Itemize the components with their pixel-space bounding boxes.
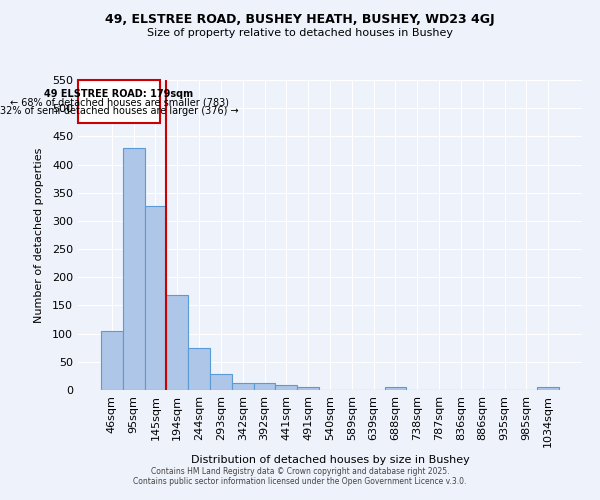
- Text: Size of property relative to detached houses in Bushey: Size of property relative to detached ho…: [147, 28, 453, 38]
- FancyBboxPatch shape: [78, 80, 160, 124]
- Text: Contains HM Land Registry data © Crown copyright and database right 2025.: Contains HM Land Registry data © Crown c…: [151, 467, 449, 476]
- Bar: [210, 374, 232, 390]
- Bar: [145, 206, 166, 390]
- Text: ← 68% of detached houses are smaller (783): ← 68% of detached houses are smaller (78…: [10, 98, 229, 108]
- Bar: [101, 332, 123, 390]
- Text: Contains public sector information licensed under the Open Government Licence v.: Contains public sector information licen…: [133, 477, 467, 486]
- Bar: [123, 148, 145, 390]
- Bar: [297, 387, 319, 390]
- Bar: [254, 383, 275, 390]
- Bar: [275, 386, 297, 390]
- X-axis label: Distribution of detached houses by size in Bushey: Distribution of detached houses by size …: [191, 455, 469, 465]
- Text: 32% of semi-detached houses are larger (376) →: 32% of semi-detached houses are larger (…: [0, 106, 238, 116]
- Bar: [188, 348, 210, 390]
- Bar: [385, 387, 406, 390]
- Text: 49 ELSTREE ROAD: 179sqm: 49 ELSTREE ROAD: 179sqm: [44, 89, 194, 99]
- Y-axis label: Number of detached properties: Number of detached properties: [34, 148, 44, 322]
- Bar: [537, 387, 559, 390]
- Bar: [166, 296, 188, 390]
- Bar: [232, 383, 254, 390]
- Text: 49, ELSTREE ROAD, BUSHEY HEATH, BUSHEY, WD23 4GJ: 49, ELSTREE ROAD, BUSHEY HEATH, BUSHEY, …: [105, 12, 495, 26]
